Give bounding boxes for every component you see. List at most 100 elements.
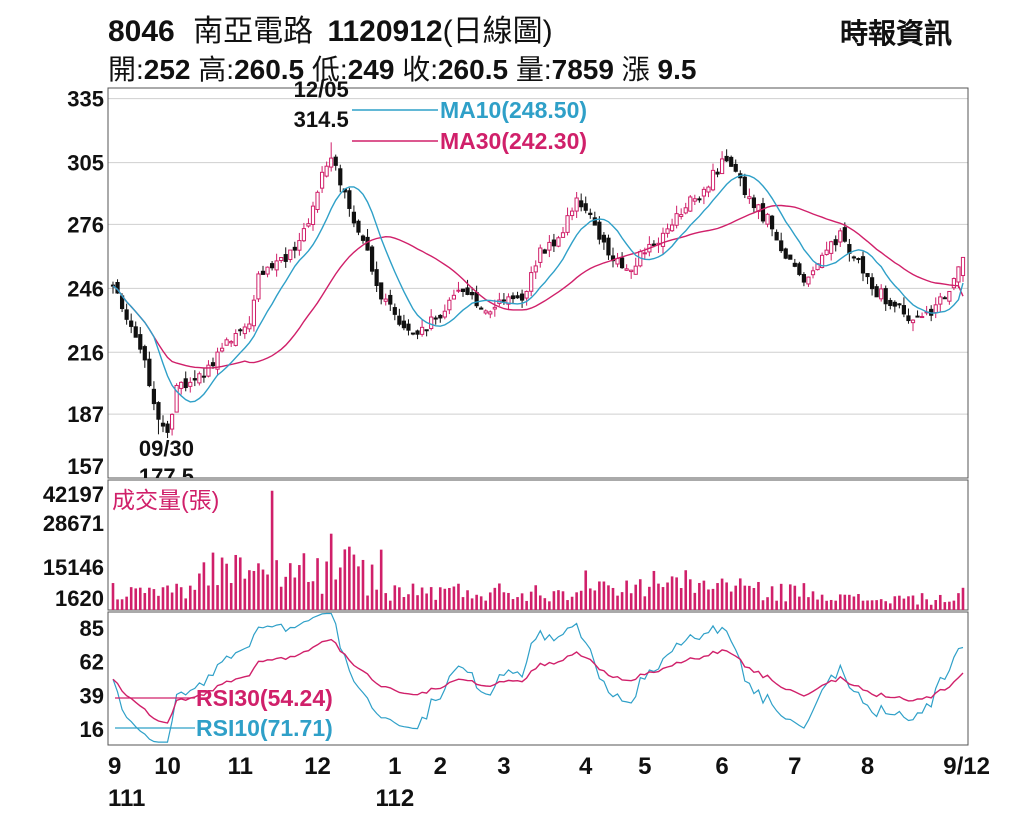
volume-bar-172: [893, 596, 897, 610]
volume-bar-179: [925, 599, 928, 610]
volume-bar-118: [648, 586, 651, 610]
candle-140: [747, 188, 752, 204]
candle-105: [588, 208, 593, 219]
volume-bar-165: [861, 600, 865, 610]
candle-35: [269, 260, 275, 271]
volume-bar-151: [798, 596, 801, 610]
candle-102: [574, 192, 579, 218]
volume-bar-129: [698, 582, 701, 610]
volume-bar-90: [520, 593, 524, 610]
candle-113: [624, 264, 629, 271]
candle-125: [679, 208, 684, 220]
volume-bar-144: [766, 597, 769, 610]
candle-178: [919, 312, 925, 319]
candle-71: [433, 315, 438, 325]
price-tick-label-1: 305: [67, 151, 104, 176]
volume-bar-43: [307, 581, 310, 610]
open-value: 252: [143, 54, 191, 85]
volume-bar-154: [811, 591, 815, 610]
volume-bar-121: [661, 587, 665, 610]
candle-20: [201, 367, 207, 383]
candle-17: [188, 377, 193, 393]
candle-187: [960, 256, 966, 282]
volume-bar-8: [148, 587, 151, 610]
volume-bar-51: [343, 549, 347, 610]
volume-bar-146: [775, 600, 778, 610]
volume-bar-6: [138, 587, 142, 610]
candle-75: [451, 289, 457, 300]
candle-80: [474, 285, 479, 308]
candle-77: [460, 288, 466, 297]
volume-bar-34: [266, 574, 269, 610]
candle-60: [383, 293, 388, 306]
volume-bar-41: [298, 565, 301, 610]
stock-name: 南亞電路: [193, 15, 314, 48]
candle-40: [292, 241, 297, 259]
volume-bar-83: [488, 592, 492, 610]
candle-109: [606, 234, 611, 260]
candle-152: [801, 272, 807, 287]
rsi30-line: [112, 638, 964, 724]
candle-56: [365, 229, 370, 251]
candle-61: [388, 289, 393, 311]
candle-37: [279, 257, 284, 263]
moving-averages: [112, 174, 964, 403]
candle-128: [692, 194, 697, 206]
volume-bar-18: [193, 589, 197, 610]
volume-panel: [107, 479, 969, 611]
volume-bar-108: [602, 581, 606, 610]
low-value: 249: [347, 54, 395, 85]
candle-84: [492, 299, 497, 317]
candle-18: [192, 370, 197, 387]
rsi-axis: 85 62 39 16: [80, 616, 104, 742]
candle-101: [569, 207, 575, 221]
close-value: 260.5: [437, 54, 509, 85]
volume-bar-64: [402, 597, 406, 610]
candle-97: [551, 233, 557, 253]
volume-bar-63: [398, 587, 401, 610]
ma10-legend-label: MA10(248.50): [440, 97, 587, 123]
volume-bar-86: [502, 592, 506, 610]
volume-tick-label-2: 15146: [43, 555, 104, 580]
high-price-label: 314.5: [294, 107, 349, 132]
candle-172: [892, 300, 897, 313]
candle-6: [138, 327, 143, 354]
rsi30-legend-label: RSI30(54.24): [196, 685, 333, 711]
candle-118: [647, 236, 652, 257]
candle-48: [329, 142, 334, 172]
candle-103: [579, 193, 584, 212]
candle-134: [719, 151, 725, 175]
price-tick-label-3: 246: [67, 276, 104, 301]
candle-78: [465, 279, 470, 296]
volume-bar-58: [375, 589, 378, 610]
volume-bar-175: [907, 596, 910, 610]
candle-177: [915, 310, 920, 318]
volume-bar-96: [548, 601, 551, 610]
candle-141: [751, 194, 757, 213]
price-annotations: 12/05 314.5 09/30 177.5: [139, 77, 349, 489]
volume-bar-38: [284, 576, 288, 610]
quote-line: 開:252 高:260.5 低:249 收:260.5 量:7859 漲 9.5: [108, 48, 696, 88]
volume-bar-141: [752, 588, 756, 610]
volume-bar-138: [738, 578, 742, 610]
rsi-panel: [107, 611, 969, 746]
volume-title: 成交量(張): [112, 487, 219, 513]
volume-bar-60: [384, 593, 388, 610]
candle-4: [129, 313, 134, 334]
volume-bar-65: [407, 594, 410, 610]
volume-bar-29: [243, 578, 247, 610]
candle-138: [738, 170, 743, 187]
volume-bar-80: [475, 594, 478, 610]
volume-bar-140: [748, 585, 751, 610]
candle-154: [810, 266, 816, 279]
low-price-label: 177.5: [139, 464, 194, 489]
x-month-label-8: 5: [638, 753, 651, 780]
volume-bar-66: [411, 583, 415, 610]
x-month-label-0: 9: [108, 753, 121, 780]
volume-bar-28: [238, 557, 242, 610]
volume-bar-120: [657, 583, 660, 610]
volume-bar-156: [820, 594, 824, 610]
candle-15: [179, 381, 184, 395]
candle-122: [665, 223, 670, 238]
